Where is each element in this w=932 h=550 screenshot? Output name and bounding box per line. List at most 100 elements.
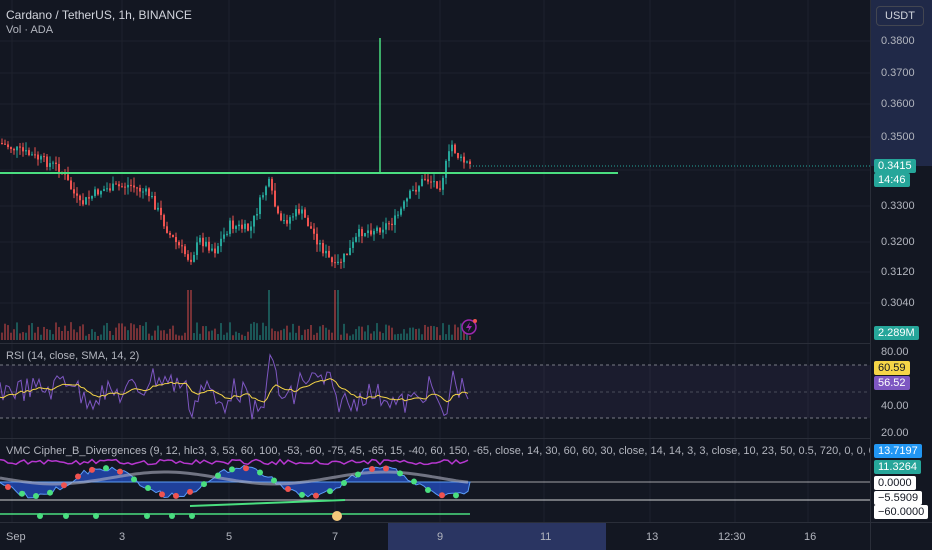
price-tick: 0.3040: [881, 297, 915, 309]
candle-body: [223, 234, 225, 239]
volume-bar: [376, 323, 378, 340]
cipher-bottom-dot: [93, 513, 99, 519]
cipher-signal-dot: [453, 492, 459, 499]
candle-body: [364, 233, 366, 237]
volume-bar: [82, 324, 84, 340]
volume-bar: [154, 330, 156, 340]
time-tick: 5: [226, 531, 233, 543]
candle-body: [400, 208, 402, 215]
candle-body: [454, 144, 456, 153]
candle-body: [457, 152, 459, 158]
pane-separator[interactable]: [0, 438, 870, 439]
candle-body: [58, 163, 60, 172]
cipher-signal-dot: [187, 488, 193, 495]
candle-body: [184, 246, 186, 255]
volume-bar: [424, 324, 426, 340]
candle-body: [178, 242, 180, 246]
volume-bar: [421, 334, 423, 340]
pane-separator[interactable]: [0, 343, 870, 344]
cipher-signal-dot: [103, 465, 109, 472]
volume-bar: [451, 334, 453, 340]
volume-bar: [298, 325, 300, 340]
candle-body: [466, 161, 468, 163]
volume-bar: [334, 290, 336, 340]
candle-body: [280, 213, 282, 221]
volume-bar: [40, 334, 42, 340]
volume-bar: [259, 335, 261, 340]
price-tick: 0.3120: [881, 266, 915, 278]
cipher-signal-dot: [33, 492, 39, 499]
candle-body: [88, 197, 90, 199]
volume-bar: [217, 334, 219, 340]
volume-bar: [118, 323, 120, 340]
currency-button[interactable]: USDT: [876, 6, 924, 26]
cipher-top-line: [0, 458, 469, 466]
candle-body: [373, 230, 375, 235]
candle-body: [352, 241, 354, 248]
volume-bar: [373, 331, 375, 340]
volume-bar: [184, 332, 186, 340]
candle-body: [418, 186, 420, 192]
cipher-money-flow: [0, 470, 469, 486]
lightning-bolt-icon[interactable]: [461, 319, 477, 335]
candle-body: [229, 220, 231, 234]
volume-label[interactable]: Vol · ADA: [6, 24, 54, 36]
volume-bar: [37, 326, 39, 340]
candle-body: [10, 147, 12, 149]
countdown-tag: 14:46: [874, 173, 910, 187]
candle-body: [301, 209, 303, 214]
rsi-legend[interactable]: RSI (14, close, SMA, 14, 2): [6, 350, 140, 362]
volume-bar: [442, 323, 444, 340]
volume-bar: [244, 335, 246, 340]
volume-bar: [289, 332, 291, 340]
volume-bar: [73, 329, 75, 340]
volume-bar: [178, 335, 180, 340]
candle-body: [196, 242, 198, 256]
volume-bar: [433, 326, 435, 340]
volume-bar: [181, 335, 183, 340]
volume-bar: [220, 323, 222, 340]
volume-bar: [67, 330, 69, 340]
volume-bar: [25, 332, 27, 340]
volume-bar: [292, 323, 294, 340]
gold-dot-marker: [332, 511, 342, 521]
cipher-bottom-dot: [37, 513, 43, 519]
volume-bar: [22, 332, 24, 340]
volume-bar: [193, 333, 195, 340]
cipher-signal-dot: [243, 465, 249, 472]
volume-bar: [262, 322, 264, 340]
candle-body: [256, 214, 258, 216]
candle-body: [376, 227, 378, 231]
volume-bar: [238, 332, 240, 340]
volume-bar: [214, 328, 216, 340]
volume-bar: [352, 334, 354, 340]
candle-body: [319, 243, 321, 245]
candle-body: [1, 143, 3, 144]
volume-bar: [310, 324, 312, 340]
volume-bar: [358, 326, 360, 340]
candle-body: [166, 226, 168, 233]
candle-body: [250, 226, 252, 231]
price-tick: 0.3500: [881, 131, 915, 143]
candle-body: [253, 215, 255, 227]
volume-bar: [133, 324, 135, 340]
rsi-ma-line: [0, 378, 469, 403]
candle-body: [451, 144, 453, 152]
volume-bar: [367, 325, 369, 340]
candle-body: [91, 195, 93, 199]
volume-bar: [337, 290, 339, 340]
volume-bar: [130, 323, 132, 340]
symbol-title[interactable]: Cardano / TetherUS, 1h, BINANCE: [6, 8, 192, 22]
cipher-signal-dot: [215, 472, 221, 479]
cipher-legend[interactable]: VMC Cipher_B_Divergences (9, 12, hlc3, 3…: [6, 445, 870, 457]
time-tick: 7: [332, 531, 339, 543]
candle-body: [415, 189, 417, 192]
volume-bar: [382, 333, 384, 340]
volume-bar: [307, 329, 309, 340]
volume-bar: [268, 290, 270, 340]
candle-body: [25, 150, 27, 152]
candle-body: [34, 154, 36, 156]
cipher-value-tag: 11.3264: [874, 460, 921, 474]
